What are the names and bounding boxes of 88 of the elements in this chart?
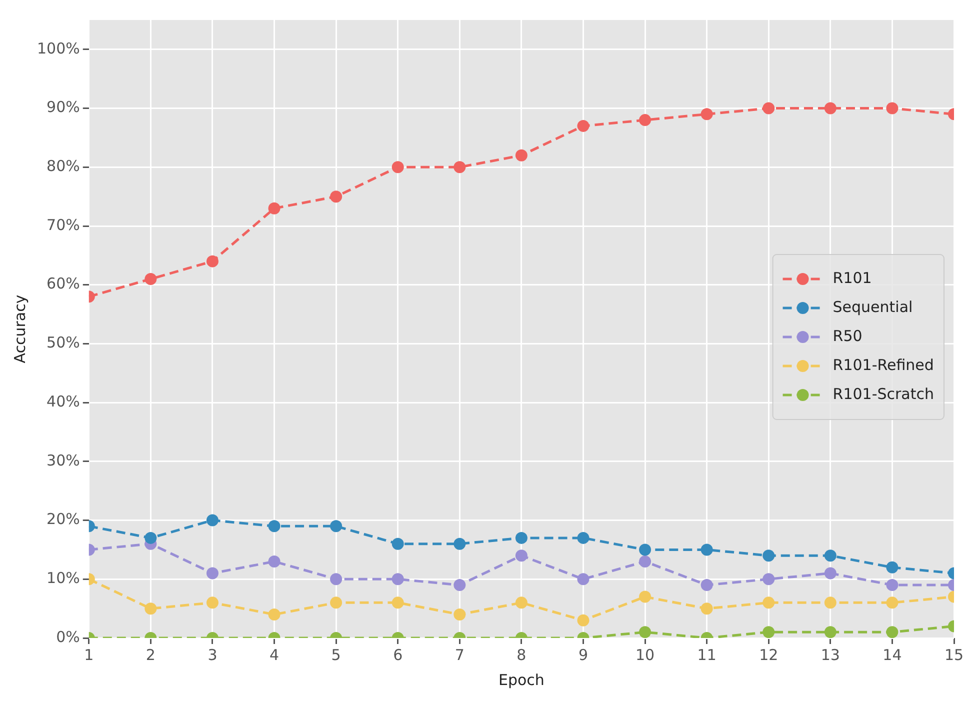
point [639, 114, 652, 126]
point [639, 544, 652, 556]
point [206, 255, 218, 268]
y-axis-title: Accuracy [10, 294, 29, 364]
point [330, 520, 342, 532]
point [886, 626, 898, 638]
point [144, 272, 157, 285]
point [824, 550, 836, 562]
point [515, 596, 528, 609]
y-tick-label: 40% [46, 392, 80, 410]
point [886, 596, 898, 609]
x-tick-label: 10 [635, 646, 655, 664]
point [515, 550, 528, 562]
legend-label: R101 [832, 268, 872, 287]
point [206, 596, 218, 609]
legend-label: R101-Scratch [832, 384, 934, 403]
x-tick-label: 1 [84, 646, 94, 664]
point [639, 590, 652, 603]
point [762, 573, 775, 586]
point [577, 573, 590, 586]
x-tick-label: 3 [208, 646, 218, 664]
point [639, 626, 652, 638]
point [762, 102, 775, 114]
legend-label: Sequential [832, 298, 913, 316]
point [762, 596, 775, 609]
y-tick-label: 30% [46, 451, 80, 470]
x-tick-label: 7 [454, 646, 464, 664]
y-tick-label: 90% [46, 98, 80, 116]
point [454, 608, 466, 620]
point [639, 555, 652, 568]
point [392, 538, 404, 550]
legend-label: R50 [832, 326, 862, 345]
x-tick-label: 5 [331, 646, 341, 664]
point [886, 102, 898, 114]
point [577, 614, 590, 626]
y-tick-label: 100% [36, 39, 80, 58]
y-tick-label: 70% [46, 216, 80, 234]
point [330, 190, 342, 203]
point [700, 602, 713, 615]
point [330, 573, 342, 586]
point [144, 532, 157, 544]
x-axis-title: Epoch [498, 670, 544, 689]
point [577, 120, 590, 132]
x-tick-label: 12 [759, 646, 778, 664]
x-tick-label: 14 [882, 646, 902, 664]
y-tick-label: 80% [46, 157, 80, 176]
point [206, 514, 218, 526]
x-tick-label: 6 [393, 646, 403, 664]
point [330, 596, 342, 609]
point [762, 626, 775, 638]
point [454, 538, 466, 550]
point [454, 161, 466, 174]
point [515, 149, 528, 162]
point [268, 555, 280, 568]
point [824, 596, 836, 609]
x-tick-label: 13 [820, 646, 840, 664]
y-tick-label: 60% [46, 274, 80, 293]
point [206, 567, 218, 580]
x-tick-label: 8 [516, 646, 526, 664]
point [577, 532, 590, 544]
point [824, 567, 836, 580]
point [392, 596, 404, 609]
point [268, 202, 280, 214]
point [824, 102, 836, 114]
y-tick-label: 50% [46, 334, 80, 352]
point [762, 550, 775, 562]
point [144, 602, 157, 615]
point [700, 108, 713, 120]
point [700, 544, 713, 556]
point [454, 579, 466, 592]
point [392, 161, 404, 174]
point [268, 608, 280, 620]
y-tick-label: 0% [56, 628, 80, 646]
point [886, 579, 898, 592]
y-tick-label: 20% [46, 510, 80, 528]
point [515, 532, 528, 544]
x-tick-label: 9 [578, 646, 588, 664]
x-tick-label: 15 [944, 646, 964, 664]
x-tick-label: 4 [269, 646, 280, 664]
x-tick-label: 11 [697, 646, 716, 664]
point [886, 561, 898, 574]
point [700, 579, 713, 592]
legend-label: R101-Refined [832, 356, 934, 374]
y-tick-label: 10% [46, 569, 80, 588]
point [824, 626, 836, 638]
point [268, 520, 280, 532]
x-tick-label: 2 [146, 646, 156, 664]
point [392, 573, 404, 586]
